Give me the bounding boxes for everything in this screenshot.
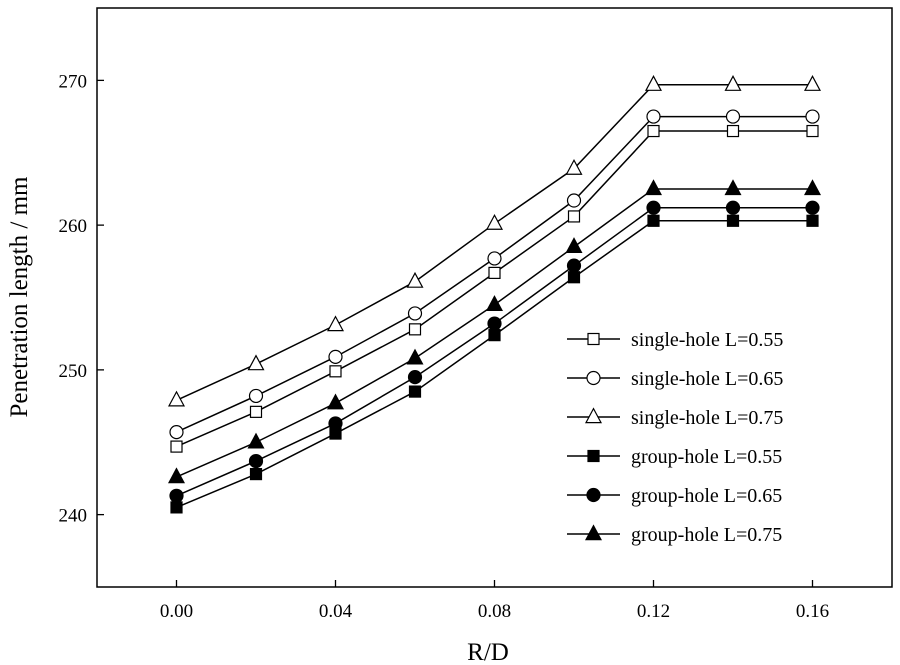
- data-point-s2-1: [169, 425, 184, 440]
- data-point-s3-1: [167, 390, 186, 407]
- data-point-s2-4: [407, 306, 423, 321]
- data-point-s2-2: [248, 388, 264, 404]
- data-point-s3-4: [406, 271, 424, 288]
- data-point-s5-8: [725, 200, 741, 215]
- y-axis-title: Penetration length / mm: [6, 176, 33, 417]
- legend-label: single-hole L=0.75: [631, 407, 783, 429]
- data-point-s5-9: [805, 200, 820, 215]
- x-tick-label: 0.08: [478, 601, 511, 622]
- data-point-s1-2: [249, 405, 263, 418]
- data-point-s5-5: [487, 316, 502, 331]
- data-point-s1-7: [647, 124, 660, 138]
- data-point-s5-3: [328, 416, 343, 431]
- data-point-s5-7: [646, 200, 661, 215]
- legend-marker: [587, 332, 600, 346]
- data-point-s3-3: [326, 315, 345, 332]
- data-point-s3-2: [247, 354, 265, 371]
- data-point-s6-1: [167, 467, 186, 484]
- data-point-s1-6: [567, 210, 581, 223]
- x-tick-label: 0.16: [796, 601, 829, 622]
- data-point-s2-7: [646, 109, 661, 124]
- data-point-s1-8: [726, 124, 740, 138]
- data-point-s3-5: [485, 214, 504, 230]
- legend-label: single-hole L=0.65: [631, 368, 783, 390]
- series-line-3: [176, 83, 813, 401]
- data-point-s6-4: [406, 348, 424, 365]
- data-point-s1-9: [806, 124, 819, 138]
- data-point-s3-7: [644, 75, 663, 91]
- data-point-s5-1: [169, 488, 184, 503]
- data-point-s3-6: [565, 159, 583, 175]
- legend-label: group-hole L=0.55: [631, 446, 782, 468]
- axis-ticks: 0.00 0.04 0.08 0.12 0.16 240 250 260 270: [59, 71, 830, 622]
- data-point-s2-3: [328, 349, 343, 364]
- series-line-1: [176, 130, 813, 448]
- x-axis-title: R/D: [467, 639, 509, 665]
- data-point-s4-1: [170, 501, 183, 514]
- y-tick-label: 250: [59, 361, 88, 382]
- data-point-s6-6: [565, 237, 583, 254]
- data-point-s1-5: [488, 266, 501, 279]
- data-point-s4-9: [806, 214, 819, 227]
- x-tick-label: 0.12: [637, 601, 670, 622]
- data-point-s3-8: [724, 75, 742, 91]
- y-tick-label: 270: [59, 71, 88, 92]
- data-point-s4-5: [488, 329, 501, 342]
- data-point-s1-1: [170, 440, 183, 453]
- legend: single-hole L=0.55 single-hole L=0.65 sing…: [567, 329, 783, 546]
- data-point-s4-7: [647, 214, 660, 227]
- data-point-s2-5: [487, 251, 502, 266]
- x-tick-label: 0.00: [160, 601, 193, 622]
- legend-label: single-hole L=0.55: [631, 329, 783, 351]
- data-point-s1-3: [329, 365, 342, 378]
- data-point-s6-8: [724, 179, 742, 196]
- data-point-s6-3: [326, 393, 345, 410]
- x-tick-label: 0.04: [319, 601, 353, 622]
- legend-marker: [584, 407, 603, 424]
- series-markers: [167, 75, 822, 514]
- legend-marker: [586, 487, 601, 503]
- legend-marker: [587, 449, 600, 463]
- data-point-s3-9: [803, 75, 822, 91]
- data-point-s5-4: [407, 370, 423, 385]
- data-point-s4-4: [408, 385, 422, 398]
- data-point-s2-8: [725, 109, 741, 124]
- legend-marker: [586, 370, 601, 386]
- y-tick-label: 240: [59, 506, 88, 527]
- data-point-s4-8: [726, 214, 740, 227]
- y-tick-label: 260: [59, 216, 88, 237]
- legend-marker: [584, 524, 603, 541]
- data-point-s5-6: [566, 258, 582, 273]
- data-point-s2-9: [805, 109, 820, 124]
- data-point-s6-7: [644, 179, 663, 196]
- data-point-s6-2: [247, 432, 265, 449]
- data-point-s4-2: [249, 467, 263, 481]
- data-point-s4-6: [567, 271, 581, 284]
- data-point-s1-4: [408, 323, 422, 336]
- data-point-s6-9: [803, 179, 822, 196]
- data-point-s2-6: [566, 193, 582, 208]
- data-point-s5-2: [248, 453, 264, 469]
- legend-label: group-hole L=0.65: [631, 485, 782, 507]
- legend-label: group-hole L=0.75: [631, 524, 782, 546]
- data-point-s6-5: [485, 295, 504, 311]
